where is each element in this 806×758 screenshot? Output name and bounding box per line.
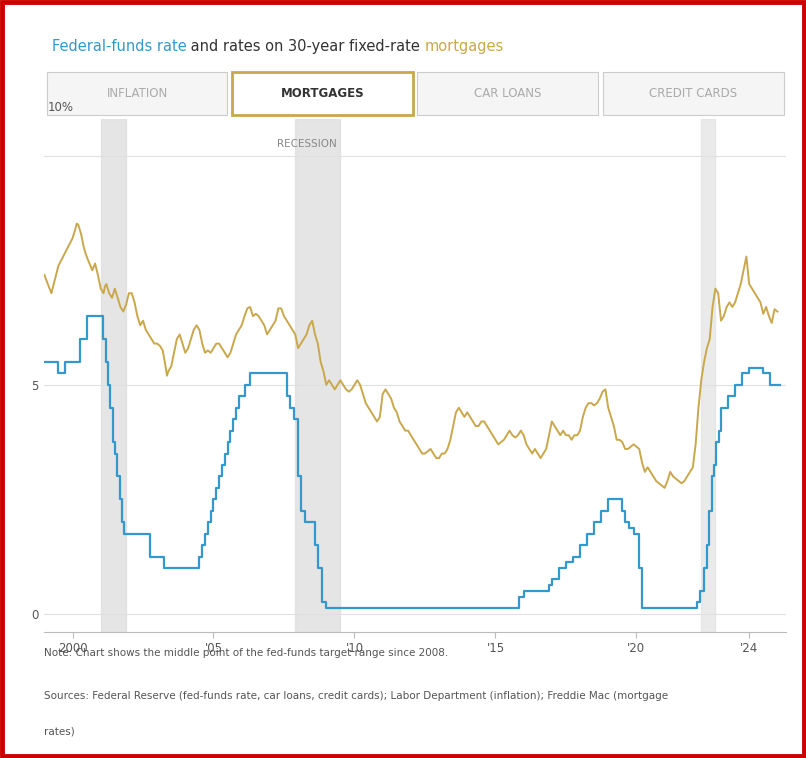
Text: MORTGAGES: MORTGAGES xyxy=(280,87,364,100)
Text: Federal-funds rate: Federal-funds rate xyxy=(52,39,186,54)
Text: 10%: 10% xyxy=(48,101,74,114)
Text: Note: Chart shows the middle point of the fed-funds target range since 2008.: Note: Chart shows the middle point of th… xyxy=(44,648,449,658)
FancyBboxPatch shape xyxy=(418,72,598,115)
FancyBboxPatch shape xyxy=(47,72,227,115)
FancyBboxPatch shape xyxy=(603,72,783,115)
Text: Sources: Federal Reserve (fed-funds rate, car loans, credit cards); Labor Depart: Sources: Federal Reserve (fed-funds rate… xyxy=(44,691,668,701)
FancyBboxPatch shape xyxy=(232,72,413,115)
Text: CAR LOANS: CAR LOANS xyxy=(474,87,542,100)
Text: INFLATION: INFLATION xyxy=(106,87,168,100)
Bar xyxy=(701,119,716,632)
Text: mortgages: mortgages xyxy=(425,39,505,54)
Text: RECESSION: RECESSION xyxy=(276,139,336,149)
Text: and rates on 30-year fixed-rate: and rates on 30-year fixed-rate xyxy=(186,39,425,54)
Text: CREDIT CARDS: CREDIT CARDS xyxy=(649,87,737,100)
Bar xyxy=(295,119,340,632)
Text: rates): rates) xyxy=(44,726,75,736)
Bar xyxy=(101,119,126,632)
